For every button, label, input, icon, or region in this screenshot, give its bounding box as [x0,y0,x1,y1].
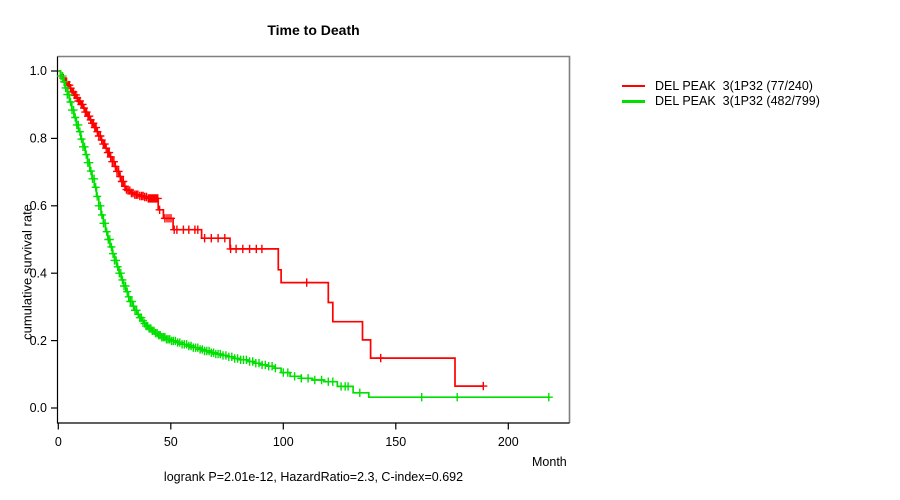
legend-line-red [622,84,645,87]
x-tick-label: 200 [498,435,519,449]
censor-marks-green [57,71,553,402]
chart-title: Time to Death [267,22,360,38]
y-tick-label: 0.6 [30,199,47,213]
x-tick-label: 150 [385,435,406,449]
y-tick-label: 0.4 [30,266,47,280]
legend-label-group1: DEL PEAK 3(1P32 (77/240) [655,78,813,93]
y-tick-label: 0.8 [30,132,47,146]
censor-marks-red [59,73,488,391]
legend-item-group2: DEL PEAK 3(1P32 (482/799) [622,94,820,110]
x-tick-label: 50 [164,435,178,449]
stats-annotation: logrank P=2.01e-12, HazardRatio=2.3, C-i… [163,470,464,484]
x-tick-label: 0 [55,435,62,449]
plot-frame-axes [56,56,570,424]
plot-frame-top-right [57,55,571,423]
y-tick-label: 1.0 [30,64,47,78]
y-tick-label: 0.0 [30,401,47,415]
x-axis-label: Month [532,455,567,469]
survival-curve-green [58,70,549,399]
legend-item-group1: DEL PEAK 3(1P32 (77/240) [622,78,820,94]
legend-label-group2: DEL PEAK 3(1P32 (482/799) [655,94,820,109]
y-tick-label: 0.2 [30,334,47,348]
legend-line-green [622,100,645,103]
x-tick-label: 100 [273,435,294,449]
legend: DEL PEAK 3(1P32 (77/240) DEL PEAK 3(1P32… [622,78,820,109]
survival-curve-red [58,70,484,387]
